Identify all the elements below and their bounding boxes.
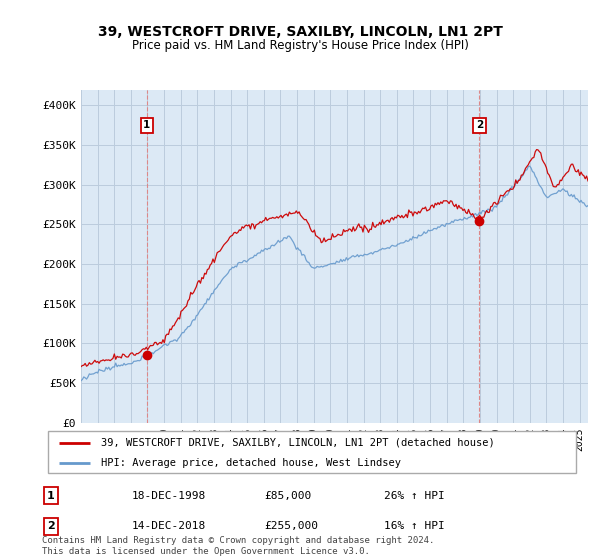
Text: 2: 2 bbox=[47, 521, 55, 531]
Text: 16% ↑ HPI: 16% ↑ HPI bbox=[384, 521, 445, 531]
Text: 14-DEC-2018: 14-DEC-2018 bbox=[132, 521, 206, 531]
Text: 1: 1 bbox=[143, 120, 151, 130]
Text: £85,000: £85,000 bbox=[264, 491, 311, 501]
Text: Price paid vs. HM Land Registry's House Price Index (HPI): Price paid vs. HM Land Registry's House … bbox=[131, 39, 469, 52]
Text: 1: 1 bbox=[47, 491, 55, 501]
Text: 39, WESTCROFT DRIVE, SAXILBY, LINCOLN, LN1 2PT: 39, WESTCROFT DRIVE, SAXILBY, LINCOLN, L… bbox=[98, 25, 502, 39]
Text: 18-DEC-1998: 18-DEC-1998 bbox=[132, 491, 206, 501]
Text: 39, WESTCROFT DRIVE, SAXILBY, LINCOLN, LN1 2PT (detached house): 39, WESTCROFT DRIVE, SAXILBY, LINCOLN, L… bbox=[101, 438, 494, 448]
FancyBboxPatch shape bbox=[48, 431, 576, 473]
Text: HPI: Average price, detached house, West Lindsey: HPI: Average price, detached house, West… bbox=[101, 458, 401, 468]
Text: 26% ↑ HPI: 26% ↑ HPI bbox=[384, 491, 445, 501]
Text: 2: 2 bbox=[476, 120, 483, 130]
Text: Contains HM Land Registry data © Crown copyright and database right 2024.
This d: Contains HM Land Registry data © Crown c… bbox=[42, 536, 434, 556]
Text: £255,000: £255,000 bbox=[264, 521, 318, 531]
